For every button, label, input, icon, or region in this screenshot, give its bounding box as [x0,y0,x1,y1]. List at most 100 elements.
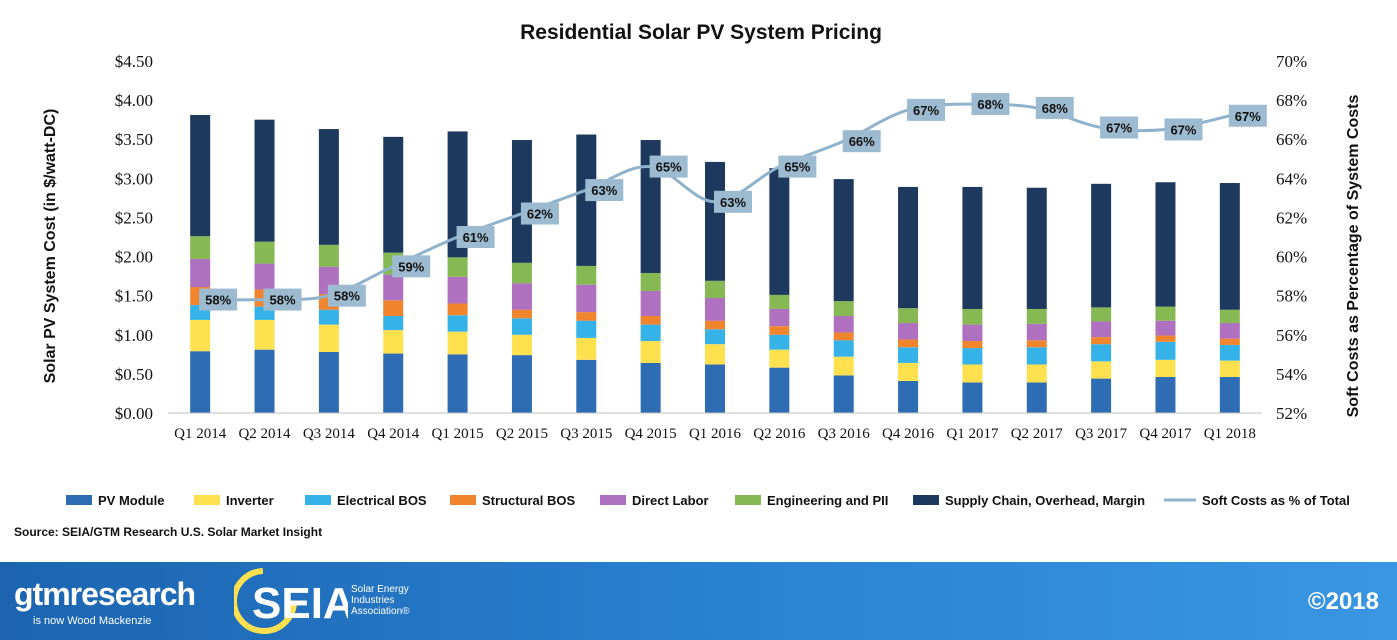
bar-pv-module [447,354,468,413]
soft-cost-label-box [842,130,881,153]
legend-swatch-inverter [194,495,220,505]
bar-supply-chain-overhead-margin [833,179,854,302]
bar-structural-bos [1026,340,1047,348]
soft-cost-label: 63% [591,183,617,198]
bar-pv-module [1219,377,1240,413]
y-tick-label: $0.50 [115,365,153,384]
copyright: ©2018 [1307,588,1379,615]
bar-engineering-and-pii [190,236,211,259]
bar-engineering-and-pii [254,241,275,264]
bar-engineering-and-pii [1026,308,1047,324]
y2-tick-label: 62% [1276,208,1307,227]
bar-structural-bos [447,303,468,316]
bar-structural-bos [576,312,597,321]
bar-inverter [898,362,919,381]
x-tick-label: Q4 2016 [882,426,935,442]
bar-direct-labor [833,316,854,333]
bar-structural-bos [1219,338,1240,345]
x-tick-label: Q2 2016 [753,426,806,442]
bar-inverter [640,341,661,363]
legend-label: Direct Labor [632,493,709,508]
legend-label: PV Module [98,493,164,508]
bar-supply-chain-overhead-margin [511,140,532,263]
gtm-research-logo: gtmresearch [14,576,196,612]
bar-structural-bos [383,300,404,317]
y2-tick-label: 66% [1276,130,1307,149]
bar-supply-chain-overhead-margin [447,131,468,258]
bar-electrical-bos [769,334,790,350]
soft-cost-label-box [585,179,624,202]
soft-cost-label: 62% [527,207,553,222]
seia-full-name: Solar Energy Industries Association® [351,584,410,617]
bar-supply-chain-overhead-margin [898,186,919,309]
bar-electrical-bos [962,348,983,365]
bar-pv-module [383,353,404,413]
bar-electrical-bos [1026,347,1047,365]
y-tick-label: $0.00 [115,404,153,423]
y-tick-label: $4.50 [115,52,153,71]
soft-cost-label: 65% [656,160,682,175]
y-tick-label: $3.50 [115,130,153,149]
soft-cost-label-box [1228,104,1267,127]
bar-direct-labor [640,290,661,317]
footer-banner: gtmresearch is now Wood Mackenzie SEIA S… [0,562,1397,640]
bar-pv-module [318,351,339,413]
soft-cost-label-box [392,255,431,278]
soft-cost-label-box [907,98,946,121]
x-tick-label: Q1 2016 [689,426,742,442]
bar-inverter [511,334,532,356]
bar-inverter [833,356,854,376]
x-tick-label: Q1 2014 [174,426,227,442]
bar-inverter [576,337,597,360]
bar-electrical-bos [576,320,597,338]
bar-structural-bos [640,316,661,325]
x-tick-label: Q2 2015 [496,426,548,442]
y2-axis-title: Soft Costs as Percentage of System Costs [1345,95,1362,418]
bar-direct-labor [254,263,275,290]
legend-swatch-engineering-and-pii [735,495,761,505]
y-tick-label: $1.00 [115,326,153,345]
bar-electrical-bos [1091,344,1112,362]
bar-electrical-bos [1155,341,1176,360]
legend-label: Structural BOS [482,493,576,508]
bar-direct-labor [769,308,790,327]
soft-cost-label: 67% [913,103,939,118]
bar-direct-labor [190,258,211,288]
soft-cost-label: 66% [849,134,875,149]
bar-pv-module [1026,382,1047,413]
chart: Residential Solar PV System Pricing $0.0… [42,21,1362,508]
bar-direct-labor [962,324,983,342]
bar-supply-chain-overhead-margin [383,136,404,253]
bar-pv-module [833,375,854,413]
chart-title: Residential Solar PV System Pricing [520,21,882,44]
source-note: Source: SEIA/GTM Research U.S. Solar Mar… [14,525,323,539]
x-tick-label: Q4 2015 [625,426,677,442]
bar-structural-bos [1155,335,1176,342]
y-tick-label: $2.00 [115,248,153,267]
bar-engineering-and-pii [318,244,339,267]
x-tick-label: Q1 2018 [1204,426,1256,442]
y2-axis-ticks: 52% 54% 56% 58% 60% 62% 64% 66% 68% 70% [1276,52,1307,423]
bar-electrical-bos [447,315,468,332]
bar-inverter [962,364,983,383]
bar-engineering-and-pii [1155,306,1176,321]
bar-engineering-and-pii [1219,309,1240,324]
soft-cost-label: 58% [205,293,231,308]
bar-direct-labor [383,274,404,301]
y-tick-label: $2.50 [115,208,153,227]
bar-pv-module [1155,377,1176,413]
bar-direct-labor [1219,323,1240,339]
bar-supply-chain-overhead-margin [1026,187,1047,309]
bar-inverter [1026,364,1047,383]
soft-cost-label-box [1100,116,1139,139]
bar-supply-chain-overhead-margin [190,114,211,237]
x-tick-label: Q4 2017 [1139,426,1192,442]
bar-inverter [190,319,211,352]
y2-tick-label: 64% [1276,169,1307,188]
soft-cost-label: 67% [1106,120,1132,135]
y2-tick-label: 54% [1276,365,1307,384]
soft-cost-label-box [1035,96,1074,119]
soft-cost-label: 63% [720,195,746,210]
soft-cost-label: 59% [398,259,424,274]
bar-electrical-bos [705,329,725,345]
